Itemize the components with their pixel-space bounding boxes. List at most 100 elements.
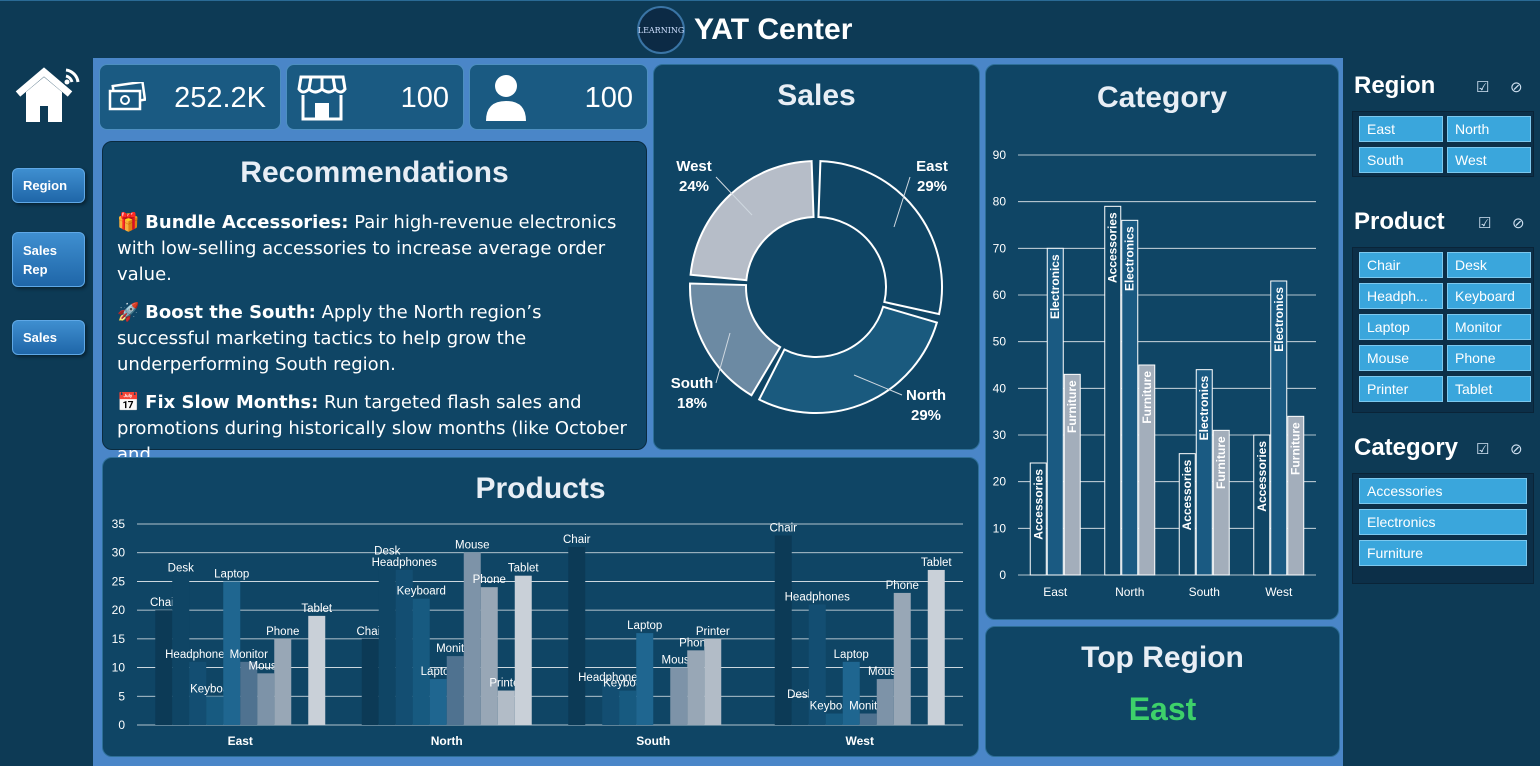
bar-label-chair: Chair	[150, 597, 178, 609]
bar-monitor-west	[859, 713, 877, 725]
y-tick-label: 5	[118, 689, 125, 703]
bar-monitor-north	[446, 656, 464, 725]
region-slicer-items: East North South West	[1352, 111, 1534, 177]
category-chart-panel: Category 0 10 20 30 40 50 60 70 80 90 Accessories E…	[985, 64, 1339, 620]
slicer-chip-monitor[interactable]: Monitor	[1447, 314, 1531, 340]
x-tick-label-east: East	[1043, 585, 1068, 599]
region-slicer: Region ☑ ⊘ East North South West	[1346, 66, 1537, 191]
multi-select-icon[interactable]: ☑	[1478, 215, 1492, 232]
slicer-chip-desk[interactable]: Desk	[1447, 252, 1531, 278]
slicer-chip-electronics[interactable]: Electronics	[1359, 509, 1527, 535]
x-tick-label-south: South	[1189, 585, 1220, 599]
slicer-chip-headphones[interactable]: Headph...	[1359, 283, 1443, 309]
bar-label-furniture: Furniture	[1140, 371, 1154, 424]
y-tick-label: 20	[112, 603, 126, 617]
bar-laptop-west	[842, 661, 860, 725]
slicer-chip-north[interactable]: North	[1447, 116, 1531, 142]
top-bar: LEARNING YAT Center	[0, 0, 1540, 58]
bar-label-accessories: Accessories	[1031, 469, 1045, 540]
bar-label-keyboard: Keyboard	[397, 586, 446, 598]
bar-mouse-west	[876, 679, 894, 725]
bar-label-desk: Desk	[787, 689, 813, 701]
kpi-users: 100	[469, 64, 648, 130]
y-tick-label: 0	[999, 568, 1006, 582]
category-bar-chart: 0102030405060708090AccessoriesElectronic…	[993, 148, 1316, 599]
bar-mouse-east	[257, 673, 275, 725]
slicer-chip-east[interactable]: East	[1359, 116, 1443, 142]
bar-electronics-north	[1121, 219, 1139, 576]
clear-filter-icon[interactable]: ⊘	[1510, 79, 1523, 96]
category-slicer-items: Accessories Electronics Furniture	[1352, 473, 1534, 584]
bar-label-tablet: Tablet	[508, 563, 539, 575]
slicer-chip-printer[interactable]: Printer	[1359, 376, 1443, 402]
slicer-chip-laptop[interactable]: Laptop	[1359, 314, 1443, 340]
bar-label-accessories: Accessories	[1180, 459, 1194, 530]
top-region-panel: Top Region East	[985, 626, 1340, 757]
sales-chart-title: Sales	[777, 79, 856, 112]
bar-laptop-east	[223, 581, 241, 725]
donut-leader-line	[715, 176, 753, 216]
x-tick-label-north: North	[1115, 585, 1144, 599]
donut-leader-line	[893, 176, 911, 228]
slicer-chip-chair[interactable]: Chair	[1359, 252, 1443, 278]
bar-headphones-north	[395, 569, 413, 725]
clear-filter-icon[interactable]: ⊘	[1512, 215, 1525, 232]
bar-label-tablet: Tablet	[921, 557, 952, 569]
bar-label-furniture: Furniture	[1065, 380, 1079, 433]
bar-label-headphones: Headphones	[578, 672, 643, 684]
bar-label-accessories: Accessories	[1255, 441, 1269, 512]
slicer-chip-west[interactable]: West	[1447, 147, 1531, 173]
app-title: YAT Center	[694, 13, 853, 46]
bar-label-desk: Desk	[374, 545, 400, 557]
recommendation-item: 📅 Fix Slow Months: Run targeted flash sa…	[117, 392, 627, 465]
bar-label-chair: Chair	[563, 534, 591, 546]
donut-label-east: East	[916, 158, 948, 175]
x-tick-label-west: West	[1265, 585, 1293, 599]
slicer-chip-south[interactable]: South	[1359, 147, 1443, 173]
bar-phone-east	[274, 638, 292, 725]
bar-tablet-east	[308, 615, 326, 725]
bar-keyboard-east	[206, 696, 224, 725]
x-tick-label-east: East	[228, 734, 253, 748]
category-slicer-title: Category	[1354, 434, 1459, 461]
donut-label-north: North	[906, 387, 946, 404]
nav-region-button[interactable]: Region	[12, 168, 85, 203]
multi-select-icon[interactable]: ☑	[1476, 441, 1490, 458]
donut-value-south: 18%	[677, 395, 707, 412]
recommendations-list: 🎁 Bundle Accessories: Pair high-revenue …	[117, 210, 637, 480]
y-tick-label: 35	[112, 517, 126, 531]
bar-label-monitor: Monitor	[230, 649, 269, 661]
slicer-chip-accessories[interactable]: Accessories	[1359, 478, 1527, 504]
x-tick-label-west: West	[846, 734, 874, 748]
bar-label-phone: Phone	[473, 574, 506, 586]
slicer-chip-keyboard[interactable]: Keyboard	[1447, 283, 1531, 309]
products-chart-panel: Products 0 5 10 15 20 25 30 35 Chair Desk Headphon…	[102, 457, 979, 757]
y-tick-label: 25	[112, 574, 126, 588]
bar-desk-east	[172, 575, 190, 725]
bar-label-electronics: Electronics	[1272, 287, 1286, 352]
x-tick-label-south: South	[636, 734, 670, 748]
slicer-chip-furniture[interactable]: Furniture	[1359, 540, 1527, 566]
store-icon	[297, 75, 347, 121]
bar-keyboard-west	[825, 713, 843, 725]
bar-mouse-south	[670, 667, 688, 725]
bar-keyboard-south	[619, 690, 637, 725]
donut-slice-east	[817, 160, 943, 316]
bar-label-mouse: Mouse	[455, 540, 490, 552]
clear-filter-icon[interactable]: ⊘	[1510, 441, 1523, 458]
x-tick-label-north: North	[431, 734, 463, 748]
slicer-chip-mouse[interactable]: Mouse	[1359, 345, 1443, 371]
donut-label-west: West	[676, 158, 712, 175]
bar-phone-west	[893, 592, 911, 725]
nav-sales-rep-button[interactable]: Sales Rep	[12, 232, 85, 287]
home-icon[interactable]	[14, 62, 84, 126]
multi-select-icon[interactable]: ☑	[1476, 79, 1490, 96]
donut-slice-south	[689, 282, 782, 397]
top-region-title: Top Region	[1081, 641, 1244, 674]
y-tick-label: 50	[993, 335, 1007, 349]
bar-label-accessories: Accessories	[1106, 212, 1120, 283]
slicer-chip-phone[interactable]: Phone	[1447, 345, 1531, 371]
nav-sales-button[interactable]: Sales	[12, 320, 85, 355]
slicer-chip-tablet[interactable]: Tablet	[1447, 376, 1531, 402]
bar-label-laptop: Laptop	[214, 568, 249, 580]
